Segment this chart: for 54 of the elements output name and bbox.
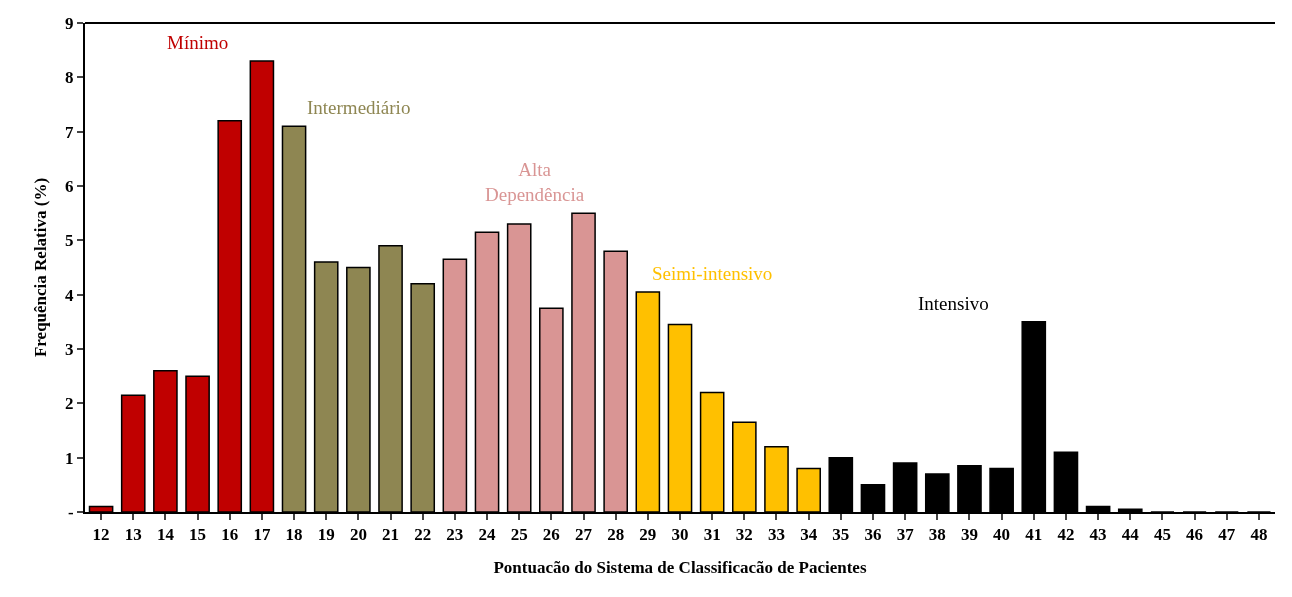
x-tick-label: 21: [382, 525, 400, 545]
x-axis-title: Pontuacão do Sistema de Classificacão de Pacientes: [493, 558, 867, 578]
x-tick-label: 13: [124, 525, 142, 545]
y-tick-label: 1: [65, 448, 74, 468]
x-tick-label: 22: [414, 525, 432, 545]
x-tick-label: 47: [1218, 525, 1236, 545]
x-tick-label: 29: [639, 525, 657, 545]
x-tick-label: 41: [1025, 525, 1043, 545]
x-tick-label: 39: [960, 525, 978, 545]
annotation: Intensivo: [918, 293, 989, 314]
y-tick-label: 8: [65, 68, 74, 88]
annotation: Alta Dependência: [485, 159, 585, 205]
x-tick-label: 33: [767, 525, 785, 545]
x-tick-label: 38: [928, 525, 946, 545]
x-tick-label: 14: [156, 525, 175, 545]
y-tick-label: 6: [65, 176, 74, 196]
y-axis-title: Frequência Relativa (%): [31, 177, 51, 358]
x-tick-label: 48: [1250, 525, 1268, 545]
x-tick-label: 36: [864, 525, 882, 545]
y-tick-label: 3: [65, 339, 74, 359]
x-tick-label: 24: [478, 525, 497, 545]
y-tick-label: 5: [65, 231, 74, 251]
x-tick-label: 15: [189, 525, 207, 545]
x-tick-label: 44: [1121, 525, 1140, 545]
x-tick-label: 26: [542, 525, 560, 545]
x-tick-label: 23: [446, 525, 464, 545]
x-tick-label: 17: [253, 525, 271, 545]
x-tick-label: 20: [349, 525, 367, 545]
x-tick-label: 45: [1153, 525, 1171, 545]
y-tick-label: 4: [65, 285, 75, 305]
annotation: Seimi-intensivo: [652, 263, 773, 284]
x-tick-label: 12: [92, 525, 110, 545]
x-tick-label: 31: [703, 525, 721, 545]
x-tick-label: 37: [896, 525, 915, 545]
x-tick-label: 34: [800, 525, 818, 545]
y-tick-label: -: [67, 502, 74, 522]
y-tick-label: 7: [65, 122, 75, 142]
y-tick-label: 9: [65, 13, 74, 33]
x-tick-label: 30: [671, 525, 689, 545]
x-tick-label: 25: [510, 525, 528, 545]
x-tick-label: 16: [221, 525, 239, 545]
x-tick-label: 35: [832, 525, 850, 545]
x-tick-label: 42: [1057, 525, 1075, 545]
x-tick-label: 32: [735, 525, 753, 545]
y-tick-label: 2: [65, 394, 74, 414]
x-tick-label: 40: [993, 525, 1011, 545]
x-tick-label: 43: [1089, 525, 1107, 545]
annotation: Mínimo: [167, 32, 229, 53]
x-tick-label: 46: [1186, 525, 1204, 545]
x-tick-label: 27: [575, 525, 593, 545]
annotation: Intermediário: [307, 97, 411, 118]
x-tick-label: 18: [285, 525, 303, 545]
x-tick-label: 19: [317, 525, 335, 545]
x-tick-label: 28: [607, 525, 625, 545]
